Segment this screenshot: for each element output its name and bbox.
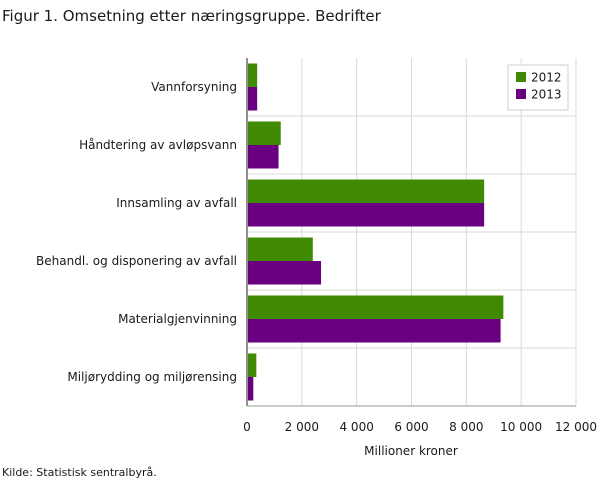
chart-title: Figur 1. Omsetning etter næringsgruppe. … (2, 7, 381, 25)
legend-swatch-2012 (516, 72, 526, 82)
x-tick-label: 2 000 (285, 420, 319, 434)
bar-2012 (248, 353, 257, 377)
bar-2012 (248, 237, 313, 261)
x-tick-label: 8 000 (449, 420, 483, 434)
x-tick-label: 0 (243, 420, 251, 434)
category-label: Materialgjenvinning (118, 312, 237, 326)
bar-2013 (248, 319, 501, 343)
x-tick-label: 6 000 (394, 420, 428, 434)
source-note: Kilde: Statistisk sentralbyrå. (2, 466, 157, 479)
bar-2012 (248, 63, 258, 87)
bar-2013 (248, 87, 258, 111)
legend-label-2013: 2013 (531, 88, 562, 102)
category-labels: Vannforsyning Håndtering av avløpsvann Inn… (36, 80, 237, 384)
legend-swatch-2013 (516, 89, 526, 99)
bar-2013 (248, 145, 279, 169)
x-tick-label: 4 000 (339, 420, 373, 434)
bar-2012 (248, 295, 504, 319)
category-label: Håndtering av avløpsvann (79, 138, 237, 152)
x-tick-label: 12 000 (555, 420, 597, 434)
bar-2012 (248, 179, 485, 203)
bar-2013 (248, 203, 485, 227)
bar-2012 (248, 121, 281, 145)
x-tick-labels: 0 2 000 4 000 6 000 8 000 10 000 12 000 (243, 420, 597, 434)
legend: 2012 2013 (507, 64, 569, 111)
bar-2013 (248, 261, 322, 285)
bar-2013 (248, 377, 254, 401)
grid-lines (246, 58, 577, 407)
legend-label-2012: 2012 (531, 71, 562, 85)
category-label: Miljørydding og miljørensing (67, 370, 237, 384)
category-label: Vannforsyning (151, 80, 237, 94)
x-axis-label: Millioner kroner (364, 444, 458, 458)
category-label: Behandl. og disponering av avfall (36, 254, 237, 268)
x-tick-label: 10 000 (500, 420, 542, 434)
bars (248, 63, 504, 401)
category-label: Innsamling av avfall (116, 196, 237, 210)
